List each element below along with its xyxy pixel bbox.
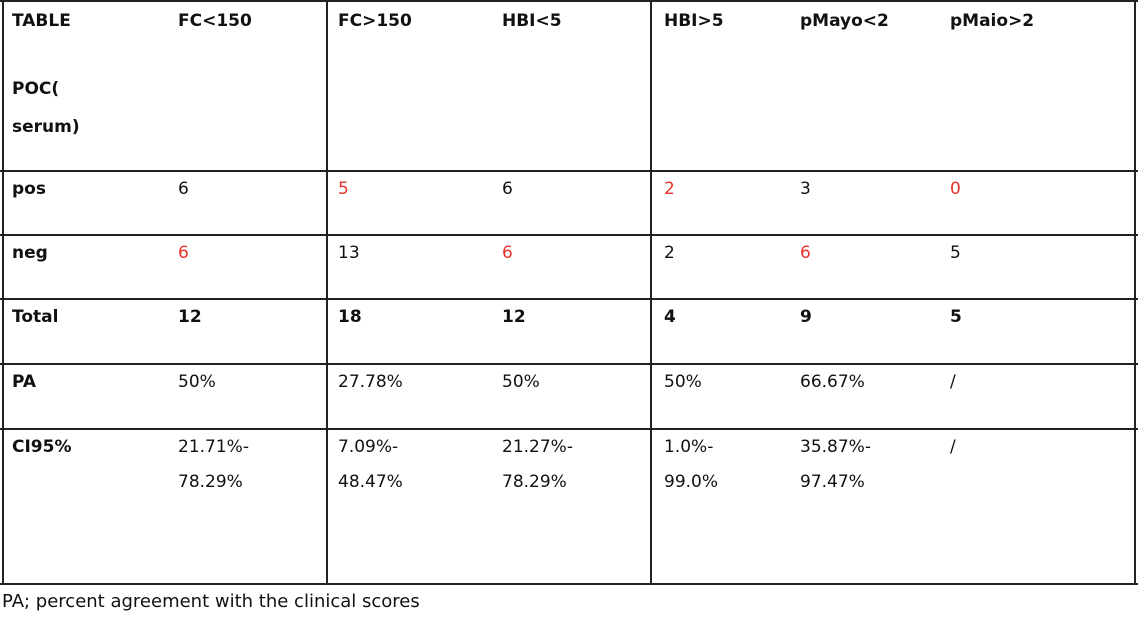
table-cell: 50% xyxy=(664,372,702,392)
table-cell: 5 xyxy=(338,179,349,199)
table-cell: 13 xyxy=(338,243,360,263)
header-corner-line2: POC( xyxy=(12,79,60,99)
rule-right xyxy=(1134,0,1136,585)
table-cell: 6 xyxy=(502,243,513,263)
table-cell: 12 xyxy=(178,307,202,327)
rule-row2-bottom xyxy=(0,298,1138,300)
table-cell: 5 xyxy=(950,307,962,327)
table-cell: 7.09%- 48.47% xyxy=(338,437,403,492)
rule-col2 xyxy=(326,0,328,585)
table-cell: 27.78% xyxy=(338,372,403,392)
table-caption: PA; percent agreement with the clinical … xyxy=(2,591,420,612)
table-cell: 2 xyxy=(664,179,675,199)
table-cell: / xyxy=(950,372,956,392)
table-cell: / xyxy=(950,437,956,457)
rule-bottom xyxy=(0,583,1138,585)
results-table: TABLE POC( serum) FC<150 FC>150 HBI<5 HB… xyxy=(0,0,1138,585)
rule-top xyxy=(0,0,1138,2)
rule-row1-bottom xyxy=(0,234,1138,236)
rule-col4 xyxy=(650,0,652,585)
column-header: HBI<5 xyxy=(502,11,562,31)
table-cell: 4 xyxy=(664,307,676,327)
row-label: Total xyxy=(12,307,59,327)
row-label: neg xyxy=(12,243,48,263)
row-label: PA xyxy=(12,372,37,392)
table-cell: 3 xyxy=(800,179,811,199)
rule-row4-bottom xyxy=(0,428,1138,430)
table-cell: 18 xyxy=(338,307,362,327)
column-header: FC>150 xyxy=(338,11,412,31)
table-cell: 1.0%- 99.0% xyxy=(664,437,719,492)
table-cell: 50% xyxy=(502,372,540,392)
table-cell: 35.87%- 97.47% xyxy=(800,437,871,492)
table-cell: 6 xyxy=(800,243,811,263)
row-label: CI95% xyxy=(12,437,72,457)
table-cell: 66.67% xyxy=(800,372,865,392)
table-cell: 6 xyxy=(178,243,189,263)
column-header: FC<150 xyxy=(178,11,252,31)
column-header: pMayo<2 xyxy=(800,11,889,31)
rule-left xyxy=(2,0,4,585)
table-cell: 21.71%- 78.29% xyxy=(178,437,249,492)
table-cell: 12 xyxy=(502,307,526,327)
rule-header-bottom xyxy=(0,170,1138,172)
table-cell: 9 xyxy=(800,307,812,327)
table-cell: 2 xyxy=(664,243,675,263)
rule-row3-bottom xyxy=(0,363,1138,365)
row-label: pos xyxy=(12,179,46,199)
table-cell: 6 xyxy=(178,179,189,199)
header-corner-title: TABLE xyxy=(12,11,71,31)
column-header: pMaio>2 xyxy=(950,11,1035,31)
table-cell: 6 xyxy=(502,179,513,199)
table-cell: 0 xyxy=(950,179,961,199)
table-cell: 21.27%- 78.29% xyxy=(502,437,573,492)
table-cell: 50% xyxy=(178,372,216,392)
table-cell: 5 xyxy=(950,243,961,263)
header-corner-line3: serum) xyxy=(12,117,80,137)
column-header: HBI>5 xyxy=(664,11,724,31)
